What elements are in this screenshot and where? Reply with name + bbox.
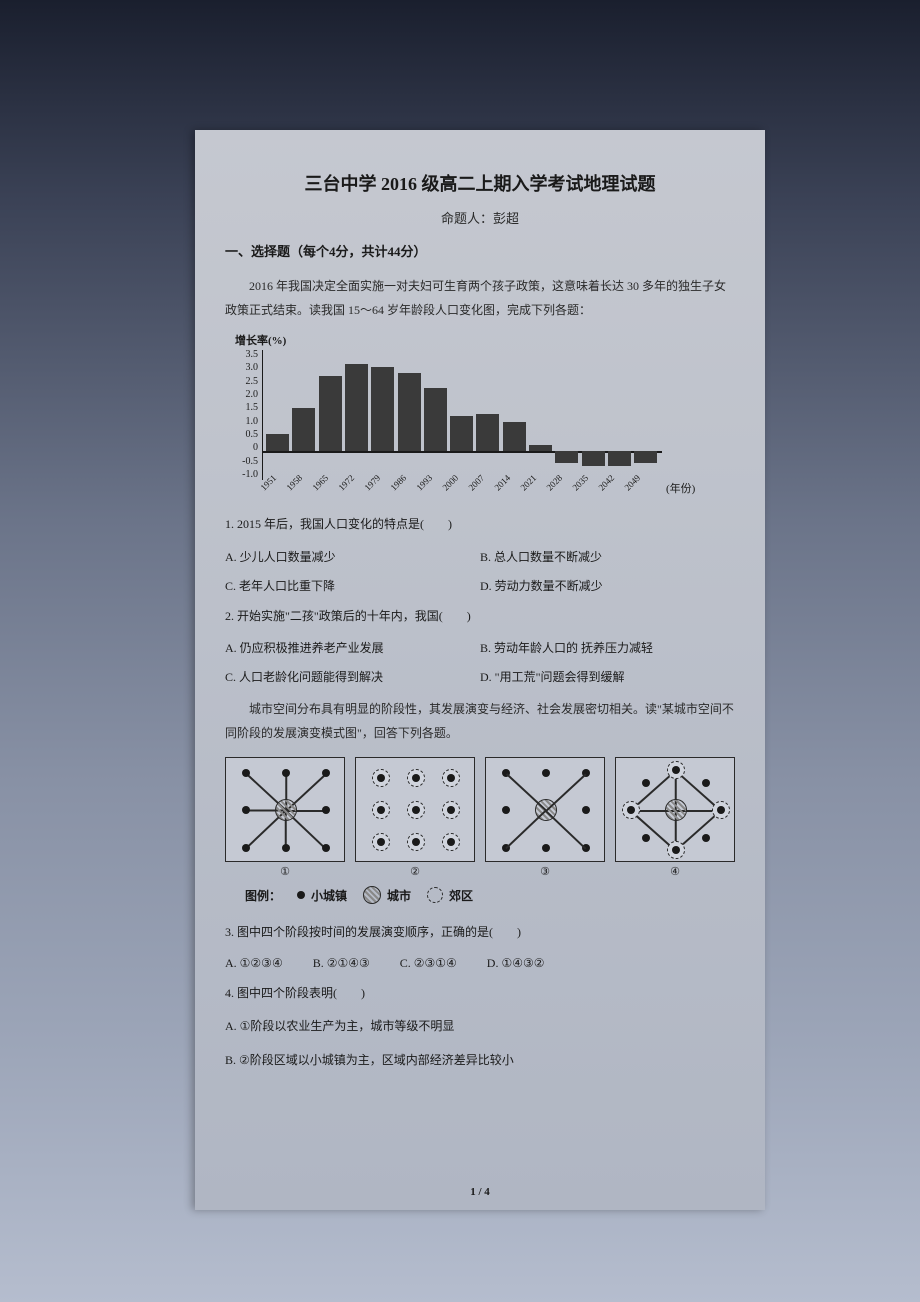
- q1-opt-b: B. 总人口数量不断减少: [480, 548, 735, 565]
- q3-options: A. ①②③④ B. ②①④③ C. ②③①④ D. ①④③②: [225, 956, 735, 971]
- question-4: 4. 图中四个阶段表明( ): [225, 983, 735, 1005]
- diagram-2-wrapper: ②: [355, 757, 475, 878]
- q2-opt-d: D. "用工荒"问题会得到缓解: [480, 668, 735, 685]
- exam-title: 三台中学 2016 级高二上期入学考试地理试题: [225, 170, 735, 196]
- legend-suburb-label: 郊区: [449, 887, 473, 904]
- exam-page: 三台中学 2016 级高二上期入学考试地理试题 命题人：彭超 一、选择题（每个4…: [195, 130, 765, 1210]
- city-circle-icon: [363, 886, 381, 904]
- q3-opt-c: C. ②③①④: [400, 956, 457, 971]
- diagram-1: [225, 757, 345, 862]
- legend-city: 城市: [363, 886, 411, 904]
- question-1: 1. 2015 年后，我国人口变化的特点是( ): [225, 514, 735, 536]
- q2-opt-a: A. 仍应积极推进养老产业发展: [225, 639, 480, 656]
- chart-xlabel: (年份): [666, 480, 695, 496]
- q1-options-row1: A. 少儿人口数量减少 B. 总人口数量不断减少: [225, 548, 735, 565]
- legend-city-label: 城市: [387, 887, 411, 904]
- chart-plot: [262, 350, 662, 480]
- context-2: 城市空间分布具有明显的阶段性，其发展演变与经济、社会发展密切相关。读"某城市空间…: [225, 697, 735, 745]
- chart-bars: [266, 350, 661, 480]
- population-chart: 增长率(%) 3.53.02.52.01.51.00.50-0.5-1.0 19…: [225, 332, 735, 496]
- diagram-4: [615, 757, 735, 862]
- diagrams-row: ① ② ③ ④: [225, 757, 735, 878]
- q1-opt-a: A. 少儿人口数量减少: [225, 548, 480, 565]
- section-header: 一、选择题（每个4分，共计44分）: [225, 241, 735, 260]
- chart-xaxis: 1951195819651972197919861993200020072014…: [262, 484, 662, 494]
- exam-author: 命题人：彭超: [225, 208, 735, 227]
- q1-options-row2: C. 老年人口比重下降 D. 劳动力数量不断减少: [225, 577, 735, 594]
- diagram-2-label: ②: [355, 865, 475, 878]
- town-dot-icon: [297, 891, 305, 899]
- q2-options-row2: C. 人口老龄化问题能得到解决 D. "用工荒"问题会得到缓解: [225, 668, 735, 685]
- q2-options-row1: A. 仍应积极推进养老产业发展 B. 劳动年龄人口的 抚养压力减轻: [225, 639, 735, 656]
- q2-opt-b: B. 劳动年龄人口的 抚养压力减轻: [480, 639, 735, 656]
- diagram-3-wrapper: ③: [485, 757, 605, 878]
- diagram-1-label: ①: [225, 865, 345, 878]
- diagram-1-wrapper: ①: [225, 757, 345, 878]
- page-number: 1 / 4: [470, 1186, 490, 1198]
- diagram-4-wrapper: ④: [615, 757, 735, 878]
- legend-town: 小城镇: [297, 887, 347, 904]
- diagram-3: [485, 757, 605, 862]
- chart-ylabel: 增长率(%): [235, 332, 735, 348]
- q4-opt-a: A. ①阶段以农业生产为主，城市等级不明显: [225, 1016, 735, 1038]
- q3-opt-d: D. ①④③②: [487, 956, 545, 971]
- chart-yaxis: 3.53.02.52.01.51.00.50-0.5-1.0: [230, 350, 258, 480]
- q3-opt-a: A. ①②③④: [225, 956, 283, 971]
- legend-town-label: 小城镇: [311, 887, 347, 904]
- q2-opt-c: C. 人口老龄化问题能得到解决: [225, 668, 480, 685]
- diagram-4-label: ④: [615, 865, 735, 878]
- chart-area: 3.53.02.52.01.51.00.50-0.5-1.0: [230, 350, 735, 480]
- suburb-circle-icon: [427, 887, 443, 903]
- context-1: 2016 年我国决定全面实施一对夫妇可生育两个孩子政策，这意味着长达 30 多年…: [225, 274, 735, 322]
- q1-opt-d: D. 劳动力数量不断减少: [480, 577, 735, 594]
- question-3: 3. 图中四个阶段按时间的发展演变顺序，正确的是( ): [225, 922, 735, 944]
- q1-opt-c: C. 老年人口比重下降: [225, 577, 480, 594]
- q3-opt-b: B. ②①④③: [313, 956, 370, 971]
- diagram-2: [355, 757, 475, 862]
- q4-opt-b: B. ②阶段区域以小城镇为主，区域内部经济差异比较小: [225, 1050, 735, 1072]
- question-2: 2. 开始实施"二孩"政策后的十年内，我国( ): [225, 606, 735, 628]
- diagram-3-label: ③: [485, 865, 605, 878]
- legend-label: 图例：: [245, 887, 281, 904]
- legend-suburb: 郊区: [427, 887, 473, 904]
- legend: 图例： 小城镇 城市 郊区: [245, 886, 735, 904]
